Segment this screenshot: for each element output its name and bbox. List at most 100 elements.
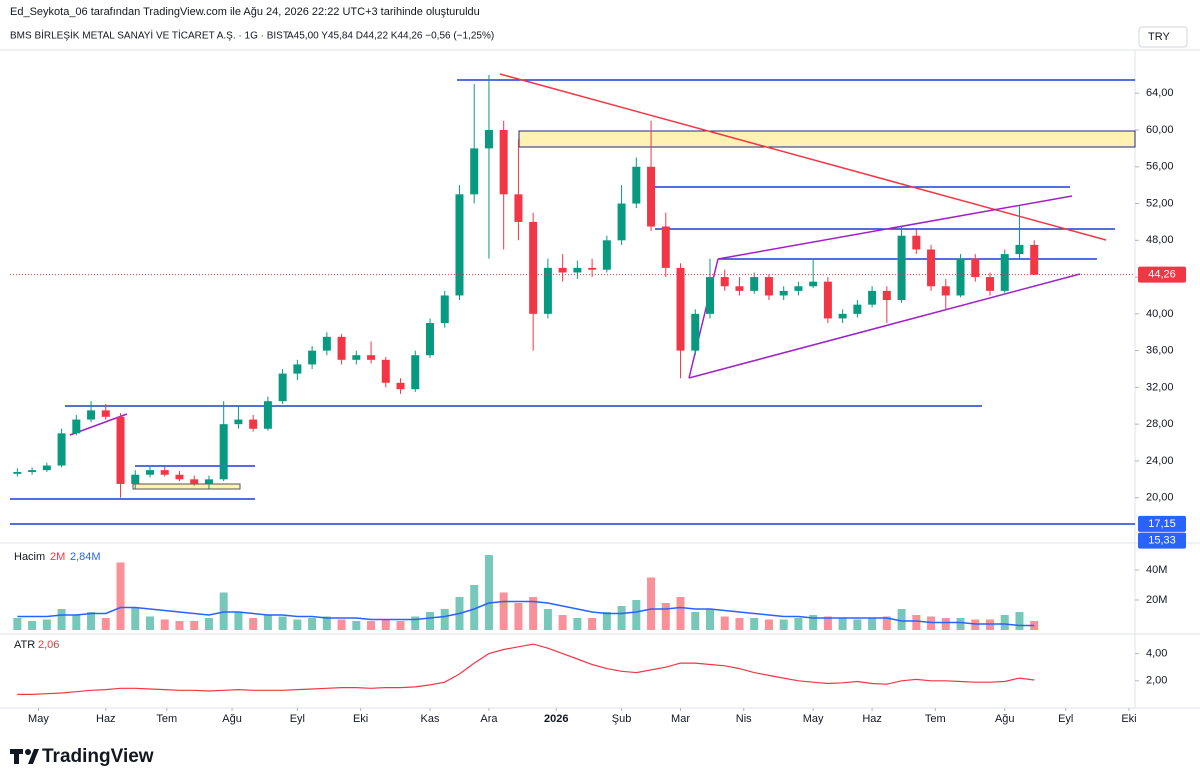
volume-bar <box>927 616 936 630</box>
candle-body <box>190 479 199 484</box>
trend-line <box>499 73 1107 241</box>
volume-bar <box>322 616 331 630</box>
volume-bar <box>234 612 243 630</box>
y-tick-label: 40,00 <box>1146 308 1174 320</box>
candle-body <box>750 277 759 291</box>
candle-body <box>927 249 936 287</box>
candle-body <box>912 235 921 250</box>
price-label-box <box>1138 515 1186 532</box>
candle-body <box>116 416 125 484</box>
symbol: BMS BİRLEŞİK METAL SANAYİ VE TİCARET A.Ş… <box>10 29 289 42</box>
volume-bar <box>632 600 641 630</box>
volume-bar <box>440 609 449 630</box>
volume-bar <box>190 621 199 630</box>
volume-bar <box>514 603 523 630</box>
volume-bar <box>160 619 169 630</box>
currency-box[interactable] <box>1138 26 1188 48</box>
brand: TradingView <box>42 746 154 767</box>
x-tick-label: Eyl <box>290 713 305 725</box>
candle-body <box>691 313 700 351</box>
candle-body <box>661 226 670 268</box>
y-tick-label: 60,00 <box>1146 124 1174 136</box>
volume-bar <box>543 609 552 630</box>
candle-body <box>308 350 317 365</box>
y-tick-label: 32,00 <box>1146 381 1174 393</box>
x-tick-label: Ağu <box>995 713 1015 725</box>
candle-body <box>779 290 788 296</box>
x-tick-label: Nis <box>736 713 752 725</box>
candle-body <box>941 286 950 296</box>
currency[interactable]: TRY <box>1148 31 1170 43</box>
candle-body <box>853 304 862 314</box>
volume-bar <box>484 555 493 630</box>
trend-line <box>717 195 1073 260</box>
volume-bar <box>396 621 405 630</box>
y-tick-label: 2,00 <box>1146 675 1167 687</box>
volume-bar <box>426 612 434 630</box>
candle-body <box>676 267 685 351</box>
brand-logo <box>10 749 39 764</box>
candle-body <box>131 474 140 484</box>
volume-bar <box>588 618 597 630</box>
volume-bar <box>101 618 110 630</box>
y-tick-label: 36,00 <box>1146 345 1174 357</box>
volume-bar <box>720 616 729 630</box>
volume-bar <box>13 618 22 630</box>
candle-body <box>160 470 169 475</box>
y-tick-label: 48,00 <box>1146 234 1174 246</box>
candle-body <box>101 410 110 417</box>
candle-body <box>558 267 567 273</box>
volume-bar <box>146 616 154 630</box>
trend-line <box>688 273 1081 379</box>
volume-bar <box>72 615 81 630</box>
candle-body <box>720 277 729 287</box>
candle-body <box>87 410 96 420</box>
volume-bar <box>1000 615 1009 630</box>
volume-bar <box>1015 612 1024 630</box>
x-tick-label: Eyl <box>1058 713 1073 725</box>
candle-body <box>13 471 22 474</box>
y-tick-label: 56,00 <box>1146 161 1174 173</box>
volume-bar <box>691 612 700 630</box>
candle-body <box>367 355 376 360</box>
candle-body <box>72 419 81 434</box>
x-tick-label: Kas <box>421 713 440 725</box>
price-label-box <box>1138 532 1186 549</box>
candle-body <box>971 258 980 278</box>
candle-body <box>1030 244 1039 275</box>
candle-body <box>956 258 965 296</box>
y-tick-label: 28,00 <box>1146 418 1174 430</box>
candle-body <box>735 286 744 291</box>
candle-body <box>632 166 641 204</box>
volume-bar <box>941 618 950 630</box>
volume-value: 2M <box>50 551 65 563</box>
volume-bar <box>470 585 479 630</box>
candle-body <box>337 336 346 360</box>
candle-body <box>1000 254 1009 291</box>
atr-line <box>17 643 1035 695</box>
volume-bar <box>352 621 361 630</box>
candle-body <box>543 267 552 314</box>
candle-body <box>234 419 243 425</box>
atr-title: ATR <box>14 639 35 651</box>
candle-body <box>868 290 877 305</box>
price-label-box <box>1138 266 1186 283</box>
credit: Ed_Seykota_06 tarafından TradingView.com… <box>10 6 480 18</box>
candle-body <box>455 194 464 296</box>
candle-body <box>588 267 597 270</box>
candle-body <box>426 323 434 356</box>
volume-bar <box>381 619 390 630</box>
volume-bar <box>308 618 317 630</box>
volume-bar <box>204 618 213 630</box>
candle-body <box>411 355 420 390</box>
x-tick-label: 2026 <box>544 713 568 725</box>
candle-body <box>1015 244 1024 255</box>
candle-body <box>396 382 405 390</box>
volume-bar <box>278 616 287 630</box>
candle-body <box>882 290 891 301</box>
y-tick-label: 24,00 <box>1146 455 1174 467</box>
candle-body <box>278 373 287 402</box>
x-tick-label: Tem <box>156 713 177 725</box>
volume-bar <box>337 619 346 630</box>
